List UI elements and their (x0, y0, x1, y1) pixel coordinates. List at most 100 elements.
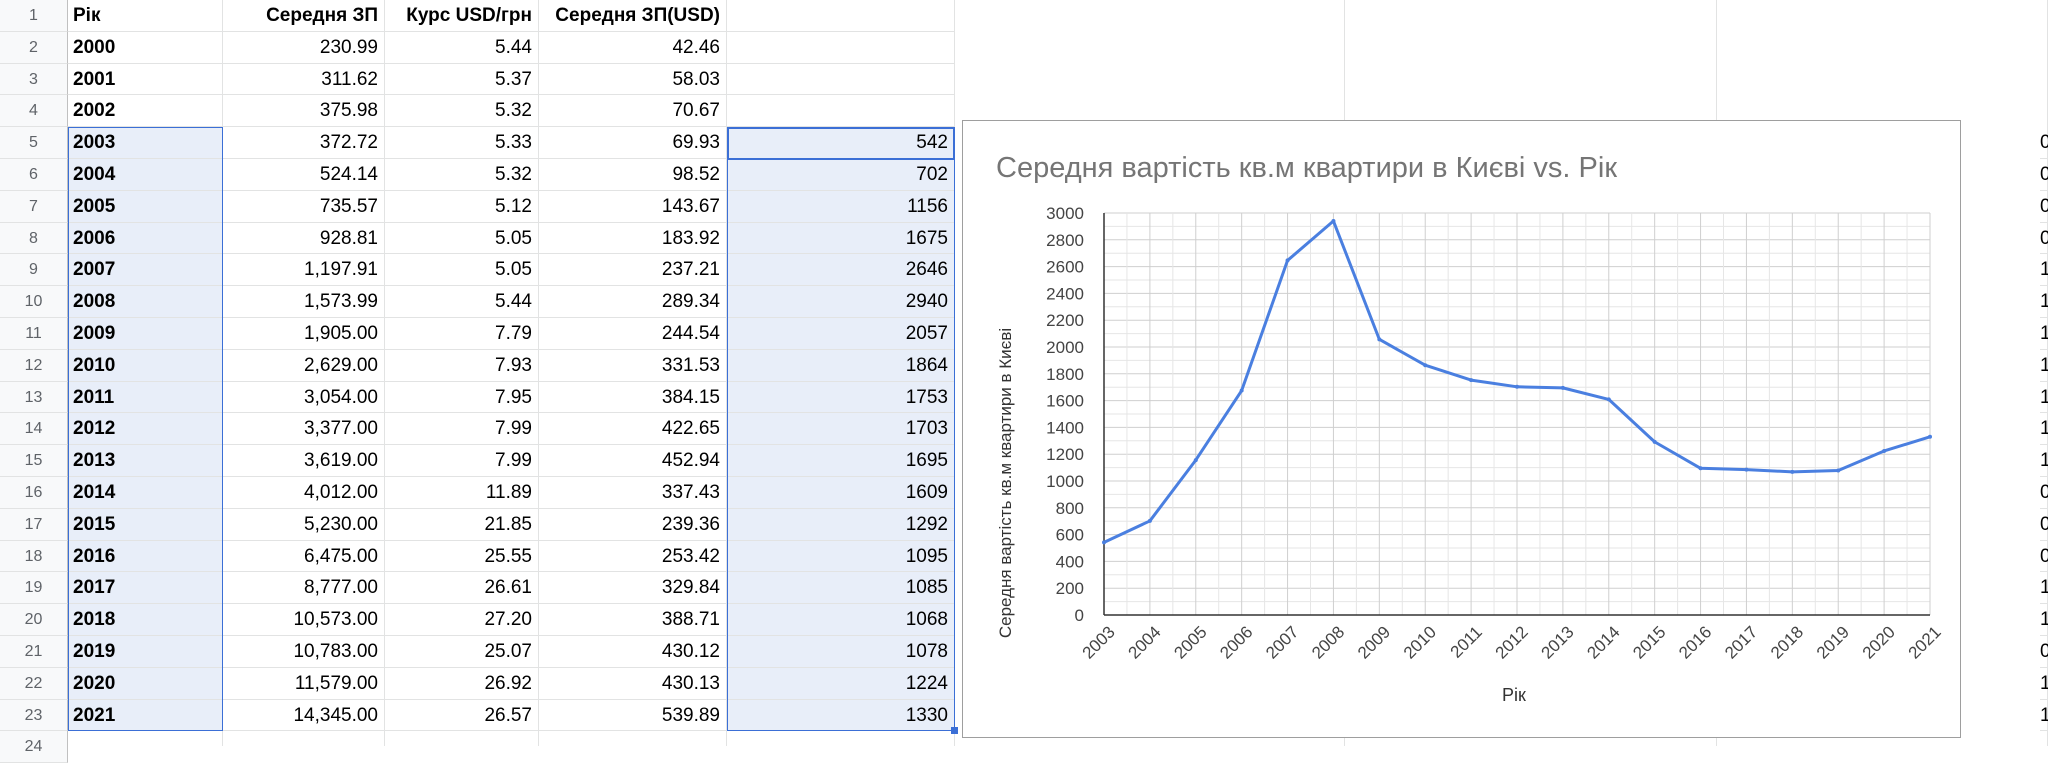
table-cell[interactable]: 143.67 (539, 190, 727, 223)
table-cell[interactable]: 524.14 (223, 159, 385, 191)
clipped-cell[interactable]: 0 (2040, 191, 2048, 223)
table-cell[interactable]: 70.67 (539, 95, 727, 128)
row-number[interactable]: 18 (0, 540, 68, 573)
year-cell[interactable]: 2013 (68, 445, 223, 477)
table-cell[interactable]: 329.84 (539, 572, 727, 605)
clipped-cell[interactable]: 0 (2040, 636, 2048, 668)
table-cell[interactable]: 1609 (727, 477, 955, 509)
clipped-cell[interactable]: 1 (2040, 350, 2048, 382)
table-cell[interactable]: 7.93 (385, 349, 539, 382)
table-cell[interactable]: 1078 (727, 636, 955, 668)
table-cell[interactable]: 7.95 (385, 381, 539, 414)
row-number[interactable]: 7 (0, 190, 68, 223)
year-cell[interactable]: 2011 (68, 381, 223, 414)
clipped-cell[interactable]: 1 (2040, 700, 2048, 732)
year-cell[interactable]: 2002 (68, 95, 223, 128)
table-cell[interactable]: 928.81 (223, 222, 385, 255)
row-number[interactable]: 10 (0, 286, 68, 318)
table-cell[interactable]: 253.42 (539, 540, 727, 573)
table-cell[interactable]: 3,619.00 (223, 445, 385, 477)
table-cell[interactable]: 311.62 (223, 63, 385, 96)
year-cell[interactable]: 2017 (68, 572, 223, 605)
table-cell[interactable] (727, 95, 955, 128)
table-cell[interactable]: 14,345.00 (223, 699, 385, 732)
table-cell[interactable]: 735.57 (223, 190, 385, 223)
table-cell[interactable]: 5,230.00 (223, 508, 385, 541)
table-cell[interactable]: 3,377.00 (223, 413, 385, 446)
table-cell[interactable]: 2646 (727, 254, 955, 287)
table-cell[interactable]: 98.52 (539, 159, 727, 191)
row-number[interactable]: 17 (0, 508, 68, 541)
year-cell[interactable]: 2008 (68, 286, 223, 318)
year-cell[interactable]: 2016 (68, 540, 223, 573)
row-number[interactable]: 3 (0, 63, 68, 96)
table-cell[interactable]: 5.33 (385, 127, 539, 159)
table-cell[interactable]: 26.61 (385, 572, 539, 605)
table-cell[interactable]: 1753 (727, 381, 955, 414)
table-cell[interactable]: 2057 (727, 318, 955, 350)
header-cell[interactable] (727, 0, 955, 32)
clipped-cell[interactable]: 1 (2040, 413, 2048, 446)
year-cell[interactable]: 2006 (68, 222, 223, 255)
table-cell[interactable]: 1,573.99 (223, 286, 385, 318)
row-number[interactable]: 23 (0, 699, 68, 732)
year-cell[interactable]: 2010 (68, 349, 223, 382)
year-cell[interactable]: 2020 (68, 667, 223, 700)
header-cell[interactable]: Середня ЗП(USD) (539, 0, 727, 32)
row-number[interactable]: 22 (0, 667, 68, 700)
table-cell[interactable]: 1864 (727, 349, 955, 382)
table-cell[interactable]: 11.89 (385, 477, 539, 509)
table-cell[interactable]: 6,475.00 (223, 540, 385, 573)
row-number[interactable]: 24 (0, 731, 68, 763)
table-cell[interactable]: 542 (727, 127, 955, 159)
row-number[interactable]: 2 (0, 31, 68, 64)
table-cell[interactable]: 27.20 (385, 604, 539, 636)
row-number[interactable]: 11 (0, 318, 68, 350)
table-cell[interactable]: 42.46 (539, 31, 727, 64)
row-number[interactable]: 8 (0, 222, 68, 255)
table-cell[interactable]: 2940 (727, 286, 955, 318)
table-cell[interactable]: 289.34 (539, 286, 727, 318)
table-cell[interactable]: 372.72 (223, 127, 385, 159)
table-cell[interactable]: 1156 (727, 190, 955, 223)
year-cell[interactable]: 2005 (68, 190, 223, 223)
year-cell[interactable]: 2019 (68, 636, 223, 668)
table-cell[interactable]: 10,573.00 (223, 604, 385, 636)
row-number[interactable]: 14 (0, 413, 68, 446)
table-cell[interactable]: 7.79 (385, 318, 539, 350)
table-cell[interactable]: 8,777.00 (223, 572, 385, 605)
table-cell[interactable]: 5.44 (385, 31, 539, 64)
year-cell[interactable]: 2014 (68, 477, 223, 509)
table-cell[interactable]: 5.37 (385, 63, 539, 96)
table-cell[interactable]: 1292 (727, 508, 955, 541)
fill-handle[interactable] (951, 727, 958, 735)
clipped-cell[interactable]: 1 (2040, 254, 2048, 287)
row-number[interactable]: 6 (0, 159, 68, 191)
clipped-cell[interactable]: 0 (2040, 541, 2048, 573)
table-cell[interactable]: 331.53 (539, 349, 727, 382)
table-cell[interactable]: 388.71 (539, 604, 727, 636)
row-number[interactable]: 15 (0, 445, 68, 477)
table-cell[interactable]: 539.89 (539, 699, 727, 732)
clipped-cell[interactable]: 0 (2040, 159, 2048, 191)
row-number[interactable]: 20 (0, 604, 68, 636)
table-cell[interactable]: 5.44 (385, 286, 539, 318)
clipped-cell[interactable]: 0 (2040, 509, 2048, 541)
clipped-cell[interactable]: 1 (2040, 382, 2048, 414)
year-cell[interactable]: 2001 (68, 63, 223, 96)
table-cell[interactable]: 1695 (727, 445, 955, 477)
table-cell[interactable]: 1,905.00 (223, 318, 385, 350)
row-number[interactable]: 1 (0, 0, 68, 32)
clipped-cell[interactable]: 1 (2040, 604, 2048, 636)
line-chart[interactable]: Середня вартість кв.м квартири в Києві v… (962, 120, 1961, 738)
table-cell[interactable]: 21.85 (385, 508, 539, 541)
header-cell[interactable]: Курс USD/грн (385, 0, 539, 32)
clipped-cell[interactable]: 1 (2040, 445, 2048, 477)
year-cell[interactable]: 2018 (68, 604, 223, 636)
table-cell[interactable]: 384.15 (539, 381, 727, 414)
table-cell[interactable]: 5.12 (385, 190, 539, 223)
header-cell[interactable]: Середня ЗП (223, 0, 385, 32)
table-cell[interactable]: 1085 (727, 572, 955, 605)
table-cell[interactable]: 26.57 (385, 699, 539, 732)
table-cell[interactable]: 1,197.91 (223, 254, 385, 287)
